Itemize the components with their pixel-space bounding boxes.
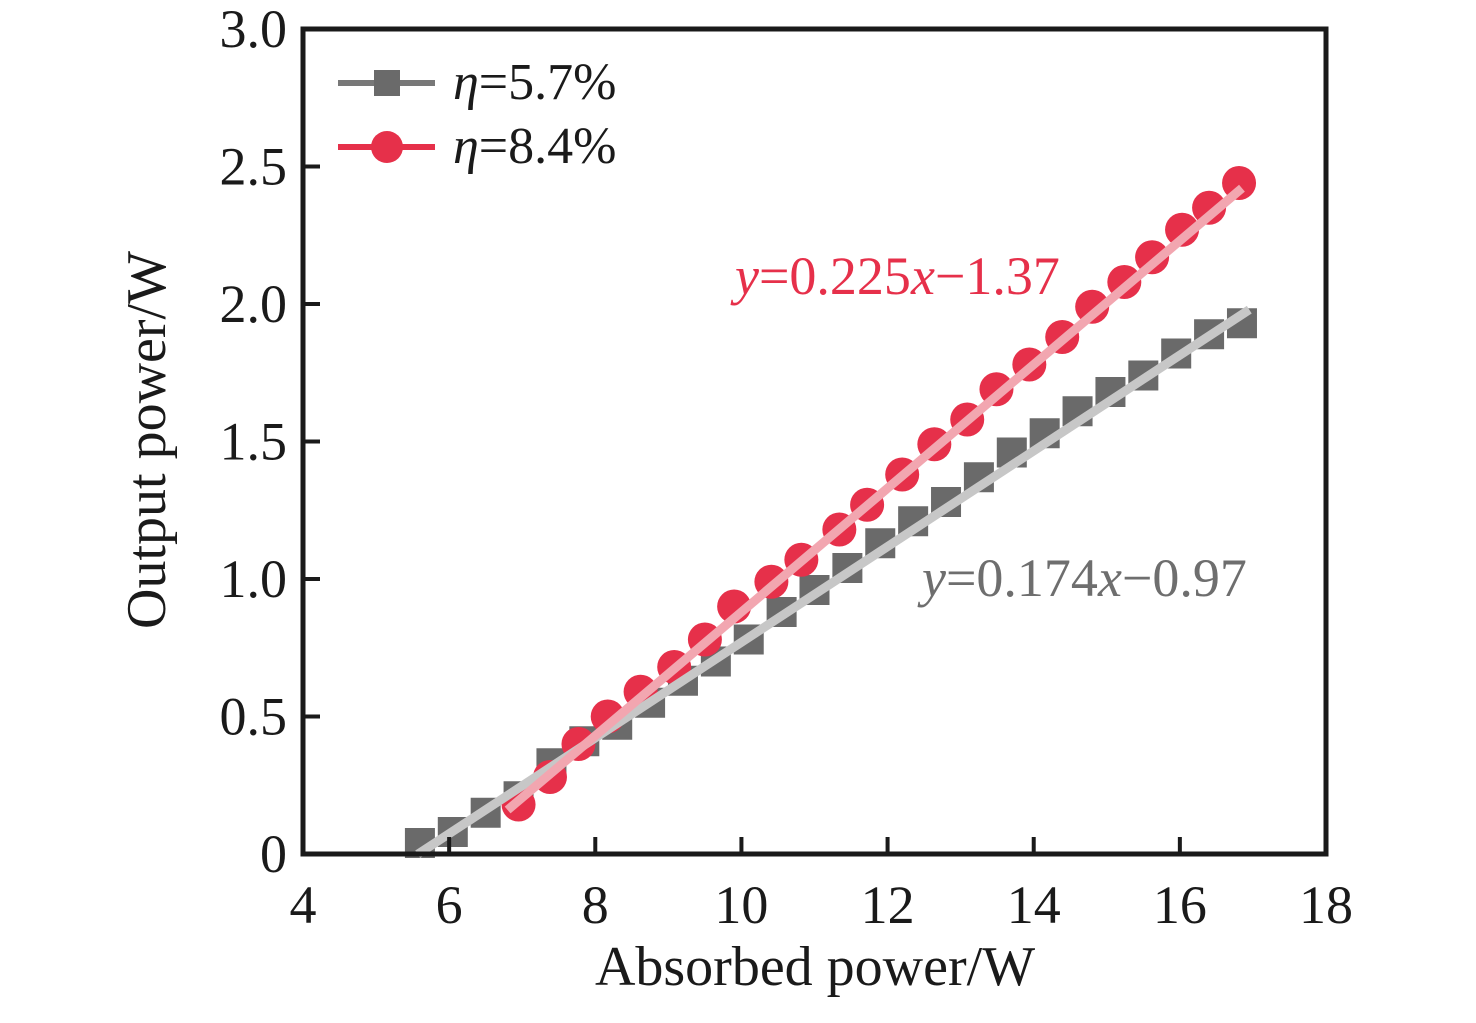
- data-point-circle: [1165, 212, 1200, 247]
- fit-line-circle: [504, 184, 1245, 814]
- x-tick-label: 18: [1299, 875, 1353, 935]
- fit-equation-red: y=0.225x−1.37: [735, 246, 1060, 306]
- legend: η=5.7% η=8.4%: [338, 51, 616, 179]
- equation-slope: =0.225: [758, 246, 911, 306]
- equation-x: x: [910, 246, 935, 306]
- x-tick-label: 12: [861, 875, 915, 935]
- fit-equation-gray: y=0.174x−0.97: [922, 548, 1247, 608]
- equation-intercept: −1.37: [934, 246, 1060, 306]
- x-tick-label: 8: [582, 875, 609, 935]
- y-tick-label: 3.0: [220, 0, 288, 59]
- x-tick-label: 4: [290, 875, 317, 935]
- x-tick-label: 6: [436, 875, 463, 935]
- legend-item-eta-5.7: η=5.7%: [338, 51, 616, 115]
- legend-value: =5.7%: [478, 54, 617, 111]
- y-tick-label: 0.5: [220, 687, 288, 747]
- legend-swatch-gray: [338, 61, 435, 105]
- data-point-circle: [1075, 289, 1110, 324]
- legend-item-eta-8.4: η=8.4%: [338, 115, 616, 179]
- legend-eta-symbol: η: [453, 118, 479, 175]
- equation-y: y: [735, 246, 759, 306]
- y-tick-label: 1.0: [220, 549, 288, 609]
- x-tick-label: 14: [1007, 875, 1061, 935]
- legend-label-gray: η=5.7%: [453, 57, 616, 109]
- circle-marker-icon: [370, 131, 403, 163]
- square-marker-icon: [373, 70, 400, 96]
- y-tick-label: 0: [260, 824, 287, 884]
- y-tick-label: 2.5: [220, 137, 288, 197]
- equation-y: y: [922, 548, 946, 608]
- equation-intercept: −0.97: [1121, 548, 1247, 608]
- legend-eta-symbol: η: [453, 54, 479, 111]
- x-tick-label: 16: [1153, 875, 1207, 935]
- equation-x: x: [1097, 548, 1122, 608]
- x-axis-title: Absorbed power/W: [594, 936, 1036, 998]
- y-tick-label: 2.0: [220, 274, 288, 334]
- data-point-circle: [1222, 166, 1257, 200]
- equation-slope: =0.174: [945, 548, 1098, 608]
- data-point-circle: [1192, 190, 1227, 225]
- legend-value: =8.4%: [478, 118, 617, 175]
- x-tick-label: 10: [714, 875, 768, 935]
- y-axis-title: Output power/W: [116, 251, 178, 629]
- y-tick-label: 1.5: [220, 412, 288, 472]
- legend-swatch-red: [338, 125, 435, 169]
- legend-label-red: η=8.4%: [453, 121, 616, 173]
